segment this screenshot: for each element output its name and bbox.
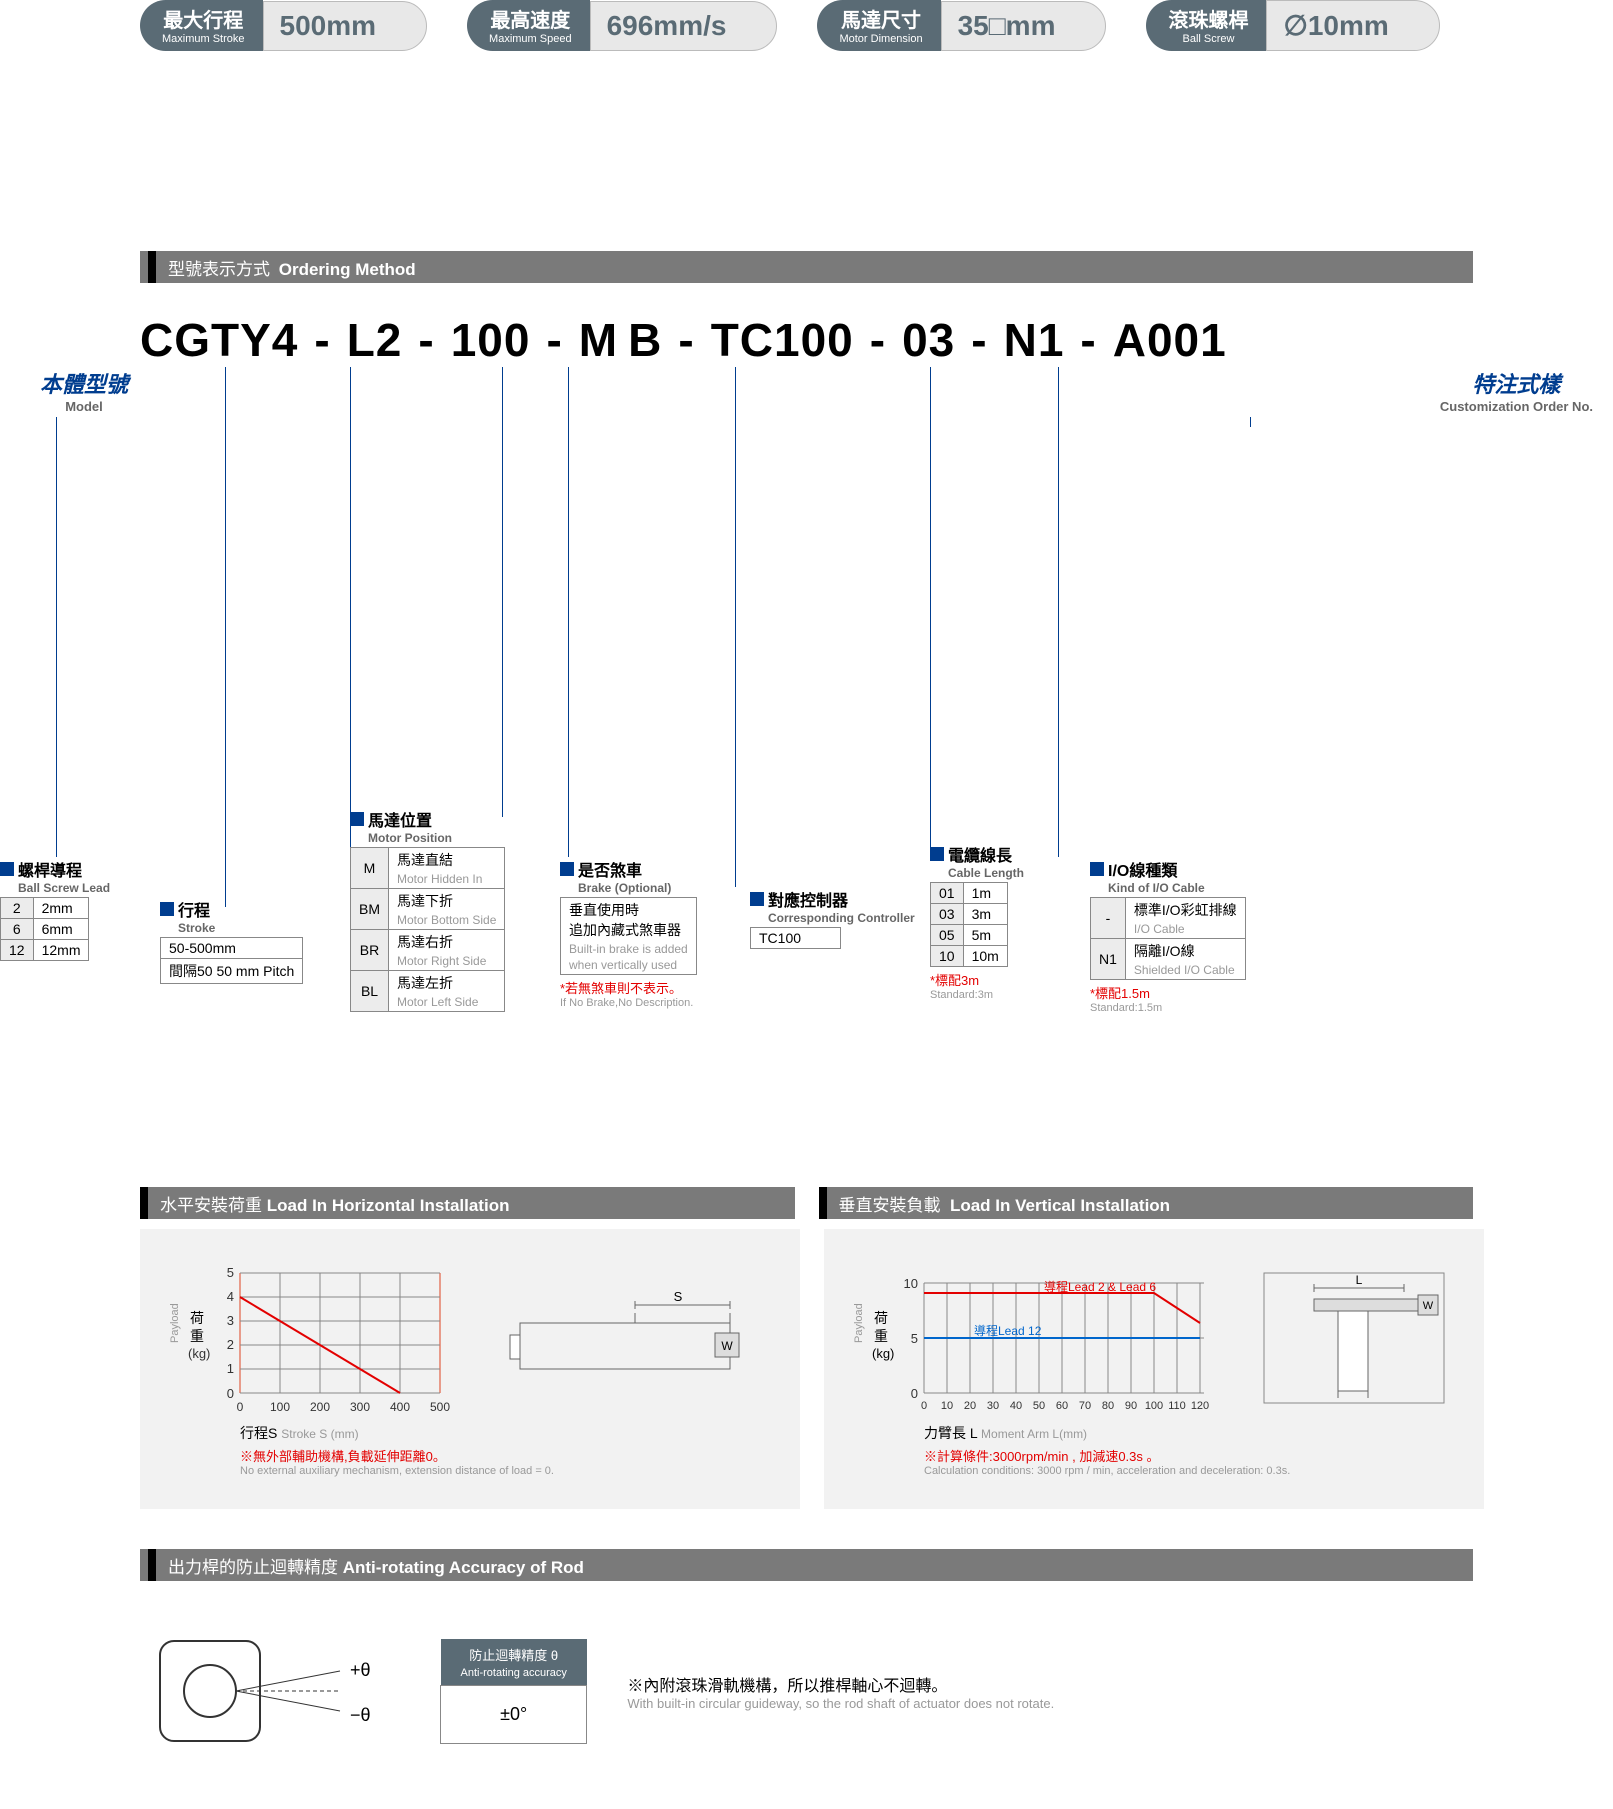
svg-text:0: 0 xyxy=(237,1400,244,1414)
anti-note: ※內附滾珠滑軌機構，所以推桿軸心不迴轉。 With built-in circu… xyxy=(627,1672,1054,1711)
block-brake: 是否煞車 Brake (Optional) 垂直使用時 追加內藏式煞車器Buil… xyxy=(560,857,697,1009)
svg-text:120: 120 xyxy=(1191,1400,1209,1412)
svg-text:W: W xyxy=(1423,1300,1434,1312)
section-title-horizontal: 水平安裝荷重 Load In Horizontal Installation xyxy=(140,1187,795,1219)
code-custom: A001 xyxy=(1113,313,1227,367)
svg-text:2: 2 xyxy=(227,1337,234,1352)
svg-text:W: W xyxy=(721,1339,733,1353)
block-lead: 螺桿導程 Ball Screw Lead 22mm 66mm 1212mm xyxy=(0,857,110,961)
label-model: 本體型號 Model xyxy=(40,367,128,414)
svg-text:3: 3 xyxy=(227,1313,234,1328)
svg-text:5: 5 xyxy=(911,1331,918,1346)
spec-label-en: Maximum Speed xyxy=(489,33,572,45)
svg-text:5: 5 xyxy=(227,1265,234,1280)
chart-note: ※無外部輔助機構,負載延伸距離0。 xyxy=(240,1446,780,1465)
anti-table: 防止迴轉精度 θAnti-rotating accuracy ±0° xyxy=(440,1639,587,1744)
svg-text:S: S xyxy=(674,1289,683,1304)
spec-value: 35□mm xyxy=(941,1,1107,51)
svg-text:L: L xyxy=(1356,1273,1363,1287)
svg-text:荷: 荷 xyxy=(190,1310,204,1326)
svg-text:100: 100 xyxy=(270,1400,290,1414)
svg-text:500: 500 xyxy=(430,1400,450,1414)
block-stroke: 行程 Stroke 50-500mm 間隔50 50 mm Pitch xyxy=(160,897,303,984)
section-title-ordering: 型號表示方式 Ordering Method xyxy=(140,251,1473,283)
svg-text:110: 110 xyxy=(1168,1400,1186,1412)
spec-pill-row: 最大行程Maximum Stroke 500mm 最高速度Maximum Spe… xyxy=(0,0,1613,51)
spec-value: 500mm xyxy=(263,1,428,51)
svg-text:−θ: −θ xyxy=(350,1705,371,1725)
svg-text:0: 0 xyxy=(227,1386,234,1401)
svg-text:300: 300 xyxy=(350,1400,370,1414)
code-io: N1 xyxy=(1004,313,1065,367)
spec-label-en: Ball Screw xyxy=(1168,33,1248,45)
svg-text:30: 30 xyxy=(987,1400,999,1412)
svg-text:0: 0 xyxy=(911,1386,918,1401)
spec-label-en: Maximum Stroke xyxy=(162,33,245,45)
block-io: I/O線種類 Kind of I/O Cable -標準I/O彩虹排線I/O C… xyxy=(1090,857,1246,1014)
svg-text:(kg): (kg) xyxy=(188,1346,210,1361)
svg-text:40: 40 xyxy=(1010,1400,1022,1412)
svg-text:100: 100 xyxy=(1145,1400,1163,1412)
svg-text:0: 0 xyxy=(921,1400,927,1412)
block-cable: 電纜線長 Cable Length 011m 033m 055m 1010m *… xyxy=(930,842,1024,1001)
ordering-tree: 本體型號 Model 特注式樣 Customization Order No. … xyxy=(0,367,1613,1047)
code-stroke: 100 xyxy=(451,313,531,367)
svg-text:70: 70 xyxy=(1079,1400,1091,1412)
spec-pill: 最大行程Maximum Stroke 500mm xyxy=(140,0,427,51)
svg-text:90: 90 xyxy=(1125,1400,1137,1412)
code-brake: B xyxy=(628,313,662,367)
code-controller: TC100 xyxy=(711,313,854,367)
spec-label-zh: 馬達尺寸 xyxy=(839,4,922,33)
spec-label-en: Motor Dimension xyxy=(839,33,922,45)
svg-text:Payload: Payload xyxy=(853,1303,865,1343)
svg-text:60: 60 xyxy=(1056,1400,1068,1412)
block-controller: 對應控制器 Corresponding Controller TC100 xyxy=(750,887,915,949)
block-motorpos: 馬達位置 Motor Position M馬達直結Motor Hidden In… xyxy=(350,807,505,1012)
code-model: CGTY4 xyxy=(140,313,298,367)
spec-pill: 滾珠螺桿Ball Screw ∅10mm xyxy=(1146,0,1439,51)
spec-pill: 馬達尺寸Motor Dimension 35□mm xyxy=(817,0,1106,51)
code-motorpos: M xyxy=(579,313,618,367)
svg-text:10: 10 xyxy=(941,1400,953,1412)
code-cable: 03 xyxy=(902,313,955,367)
chart-note: ※計算條件:3000rpm/min , 加減速0.3s 。 xyxy=(924,1446,1464,1465)
spec-pill: 最高速度Maximum Speed 696mm/s xyxy=(467,0,777,51)
svg-text:重: 重 xyxy=(874,1328,888,1344)
svg-text:400: 400 xyxy=(390,1400,410,1414)
label-custom: 特注式樣 Customization Order No. xyxy=(1440,367,1593,414)
svg-text:20: 20 xyxy=(964,1400,976,1412)
svg-text:Payload: Payload xyxy=(169,1303,181,1343)
svg-text:導程Lead 12: 導程Lead 12 xyxy=(974,1323,1042,1338)
anti-diagram: +θ −θ xyxy=(140,1621,400,1761)
spec-label-zh: 滾珠螺桿 xyxy=(1168,4,1248,33)
section-title-anti: 出力桿的防止迴轉精度 Anti-rotating Accuracy of Rod xyxy=(140,1549,1473,1581)
spec-label-zh: 最大行程 xyxy=(162,4,245,33)
svg-text:200: 200 xyxy=(310,1400,330,1414)
svg-text:4: 4 xyxy=(227,1289,234,1304)
spec-label-zh: 最高速度 xyxy=(489,4,572,33)
svg-text:重: 重 xyxy=(190,1328,204,1344)
svg-text:荷: 荷 xyxy=(874,1310,888,1326)
svg-text:10: 10 xyxy=(904,1276,918,1291)
spec-value: 696mm/s xyxy=(590,1,778,51)
ordering-code: CGTY4 - L2 - 100 - M B - TC100 - 03 - N1… xyxy=(0,283,1613,367)
svg-text:50: 50 xyxy=(1033,1400,1045,1412)
code-lead: L2 xyxy=(347,313,403,367)
svg-text:(kg): (kg) xyxy=(872,1346,894,1361)
spec-value: ∅10mm xyxy=(1266,0,1439,51)
section-title-vertical: 垂直安裝負載 Load In Vertical Installation xyxy=(819,1187,1474,1219)
chart-vertical: 導程Lead 2 & Lead 6 導程Lead 12 0 5 10 0 10 20 3… xyxy=(824,1229,1484,1509)
svg-text:導程Lead 2 & Lead 6: 導程Lead 2 & Lead 6 xyxy=(1044,1279,1156,1294)
svg-text:80: 80 xyxy=(1102,1400,1114,1412)
svg-text:+θ: +θ xyxy=(350,1660,371,1680)
svg-text:1: 1 xyxy=(227,1361,234,1376)
chart-horizontal: 0 1 2 3 4 5 0 100 200 300 400 500 荷重 (kg) Payloa… xyxy=(140,1229,800,1509)
